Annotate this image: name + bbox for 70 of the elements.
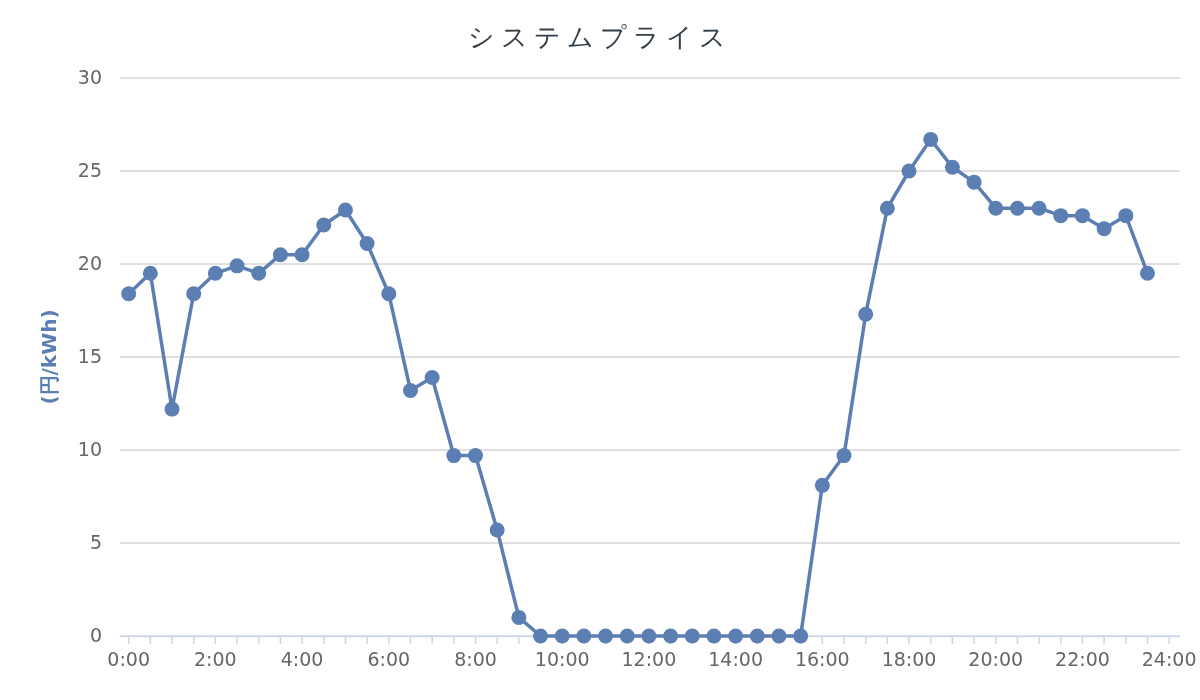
point (1118, 208, 1134, 224)
point (1009, 200, 1025, 216)
point (294, 247, 310, 263)
point (1139, 265, 1155, 281)
x-tick-label: 6:00 (367, 648, 411, 670)
point (1031, 200, 1047, 216)
y-tick-label: 15 (77, 345, 102, 367)
point (944, 159, 960, 175)
x-tick-label: 2:00 (194, 648, 237, 670)
point (186, 286, 202, 302)
point (879, 200, 895, 216)
point (663, 628, 679, 644)
point (316, 217, 332, 233)
y-tick-label: 30 (77, 66, 102, 88)
point (771, 628, 787, 644)
point (641, 628, 657, 644)
point (576, 628, 592, 644)
point (272, 247, 288, 263)
point (229, 258, 245, 274)
point (251, 265, 267, 281)
point (446, 448, 462, 464)
x-tick-label: 0:00 (107, 648, 151, 670)
point (684, 628, 700, 644)
y-axis-title: (円/kWh) (37, 309, 61, 405)
x-tick-label: 14:00 (708, 648, 764, 670)
x-tick-label: 12:00 (621, 648, 677, 670)
y-tick-label: 5 (89, 531, 102, 553)
point (207, 265, 223, 281)
x-tick-label: 24:00 (1141, 648, 1197, 670)
point (164, 401, 180, 417)
x-tick-label: 18:00 (881, 648, 937, 670)
chart-title: システムプライス (468, 22, 732, 52)
x-tick-label: 20:00 (968, 648, 1024, 670)
point (424, 369, 440, 385)
point (489, 522, 505, 538)
point (901, 163, 917, 179)
point (598, 628, 614, 644)
point (402, 382, 418, 398)
point (814, 477, 830, 493)
point (554, 628, 570, 644)
point (1096, 221, 1112, 237)
point (337, 202, 353, 218)
y-tick-label: 25 (77, 159, 102, 181)
point (1053, 208, 1069, 224)
point (121, 286, 137, 302)
point (381, 286, 397, 302)
point (793, 628, 809, 644)
point (533, 628, 549, 644)
y-tick-label: 20 (77, 252, 102, 274)
point (1074, 208, 1090, 224)
point (966, 174, 982, 190)
y-tick-label: 10 (77, 438, 102, 460)
x-tick-label: 22:00 (1055, 648, 1110, 670)
point (923, 131, 939, 147)
point (988, 200, 1004, 216)
point (511, 609, 527, 625)
point (142, 265, 158, 281)
point (728, 628, 744, 644)
x-tick-label: 16:00 (794, 648, 850, 670)
point (359, 236, 375, 252)
x-tick-label: 10:00 (534, 648, 590, 670)
point (836, 448, 852, 464)
x-tick-label: 4:00 (280, 648, 324, 670)
x-tick-label: 8:00 (454, 648, 497, 670)
y-tick-label: 0 (89, 624, 102, 646)
point (749, 628, 765, 644)
point (858, 306, 874, 322)
point (706, 628, 722, 644)
point (619, 628, 635, 644)
point (468, 448, 483, 464)
